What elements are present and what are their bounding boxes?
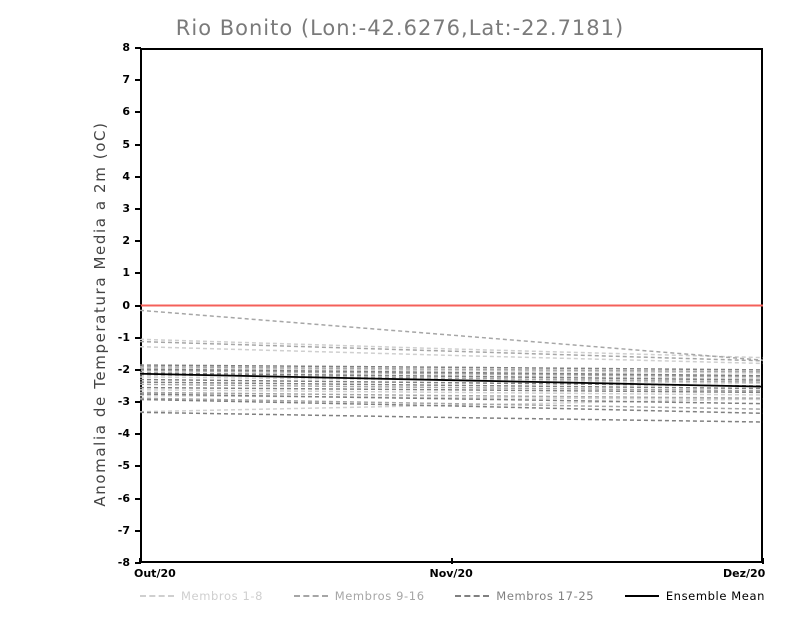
series-line (140, 369, 763, 375)
series-line (140, 382, 763, 388)
series-line (140, 388, 763, 393)
series-layer (140, 310, 763, 422)
x-tick-label: Out/20 (134, 567, 176, 580)
legend-item-membros-17-25: Membros 17-25 (455, 589, 594, 603)
series-line (140, 396, 763, 400)
legend-swatch-membros-17-25 (455, 595, 490, 597)
series-line (140, 375, 763, 382)
y-tick-label: 7 (122, 73, 130, 87)
legend-label-membros-17-25: Membros 17-25 (496, 589, 595, 603)
y-tick-label: 8 (122, 41, 130, 54)
legend-item-membros-9-16: Membros 9-16 (293, 589, 425, 603)
series-line (140, 310, 763, 360)
y-axis-label: Anomalia de Temperatura Media a 2m (oC) (91, 121, 109, 507)
series-line (140, 394, 763, 404)
legend-item-ensemble-mean: Ensemble Mean (624, 589, 765, 603)
legend-swatch-membros-9-16 (293, 595, 328, 597)
series-line (140, 374, 763, 387)
chart-title: Rio Bonito (Lon:-42.6276,Lat:-22.7181) (175, 16, 625, 40)
series-line (140, 368, 763, 373)
series-line (140, 399, 763, 413)
series-line (140, 384, 763, 390)
plot-area (140, 48, 763, 563)
series-line (140, 339, 763, 357)
series-line (140, 371, 763, 377)
legend-label-ensemble-mean: Ensemble Mean (665, 589, 765, 603)
legend-swatch-ensemble-mean (624, 594, 659, 598)
x-tick-label: Dez/20 (723, 567, 766, 580)
x-tick-label: Nov/20 (429, 567, 473, 580)
series-line (140, 367, 763, 372)
legend-label-membros-1-8: Membros 1-8 (181, 589, 264, 603)
legend-swatch-membros-1-8 (140, 595, 174, 597)
series-line (140, 392, 763, 398)
chart-legend: Membros 1-8 Membros 9-16 Membros 17-25 E… (140, 587, 765, 605)
series-line (140, 373, 763, 380)
y-tick-label: -8 (117, 556, 130, 569)
legend-label-membros-9-16: Membros 9-16 (334, 589, 425, 603)
series-line (140, 342, 763, 361)
series-line (140, 390, 763, 395)
series-line (140, 412, 763, 422)
series-line (140, 398, 763, 409)
series-line (140, 347, 763, 364)
series-line (140, 365, 763, 370)
legend-item-membros-1-8: Membros 1-8 (140, 589, 263, 603)
